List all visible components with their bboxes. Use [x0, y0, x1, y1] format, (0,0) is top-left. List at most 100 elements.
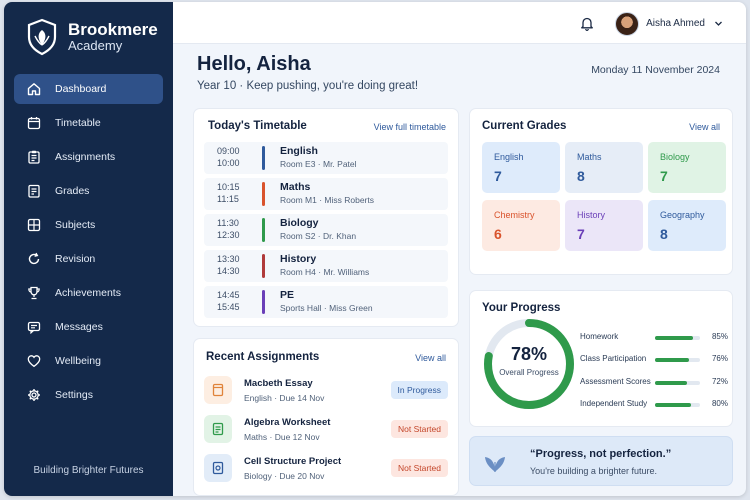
- grade-tile[interactable]: Chemistry 6: [482, 200, 560, 251]
- progress-value: 76%: [711, 354, 728, 363]
- card-title: Current Grades: [482, 120, 567, 132]
- timetable-row[interactable]: 13:30 14:30 History Room H4 · Mr. Willia…: [204, 250, 448, 282]
- grade-subject: Maths: [577, 152, 602, 162]
- brand[interactable]: Brookmere Academy: [26, 18, 158, 56]
- subject-color-bar: [262, 182, 265, 206]
- brand-name: Brookmere: [68, 19, 158, 39]
- grade-subject: Biology: [660, 152, 690, 162]
- start-time: 14:45: [217, 290, 240, 300]
- heart-icon: [27, 355, 41, 368]
- progress-track: [655, 358, 700, 362]
- list-item[interactable]: Macbeth Essay English · Due 14 Nov In Pr…: [204, 373, 448, 407]
- quote-subtext: You're building a brighter future.: [530, 466, 657, 476]
- page-subtitle: Year 10 · Keep pushing, you're doing gre…: [197, 80, 419, 92]
- subject-name: History: [280, 253, 317, 265]
- timetable-row[interactable]: 14:45 15:45 PE Sports Hall · Miss Green: [204, 286, 448, 318]
- view-all-grades-link[interactable]: View all: [689, 122, 720, 132]
- progress-track: [655, 336, 700, 340]
- timetable-row[interactable]: 11:30 12:30 Biology Room S2 · Dr. Khan: [204, 214, 448, 246]
- overall-progress-value: 78%: [510, 344, 548, 364]
- grade-tile[interactable]: Maths 8: [565, 142, 643, 193]
- room-teacher: Room H4 · Mr. Williams: [280, 267, 370, 277]
- subjects-icon: [27, 218, 41, 232]
- notification-bell-icon[interactable]: [580, 16, 594, 31]
- sidebar-item-assignments[interactable]: Assignments: [14, 142, 163, 172]
- subject-name: English: [280, 145, 318, 157]
- progress-label: Class Participation: [580, 354, 647, 363]
- view-all-assignments-link[interactable]: View all: [415, 353, 446, 363]
- assignment-title: Algebra Worksheet: [244, 417, 331, 428]
- leaf-icon: [485, 457, 505, 472]
- end-time: 12:30: [217, 230, 240, 240]
- sidebar-item-messages[interactable]: Messages: [14, 312, 163, 342]
- subject-name: PE: [280, 289, 295, 301]
- sidebar-item-subjects[interactable]: Subjects: [14, 210, 163, 240]
- grade-tile[interactable]: English 7: [482, 142, 560, 193]
- room-teacher: Room M1 · Miss Roberts: [280, 195, 374, 205]
- subject-color-bar: [262, 146, 265, 170]
- sidebar-item-label: Dashboard: [55, 83, 107, 95]
- sidebar-item-timetable[interactable]: Timetable: [14, 108, 163, 138]
- shield-logo-icon: [27, 18, 57, 56]
- motivation-quote: “Progress, not perfection.” You're build…: [469, 436, 733, 486]
- quote-text: “Progress, not perfection.”: [530, 448, 672, 460]
- grade-tile[interactable]: Geography 8: [648, 200, 726, 251]
- sidebar-item-settings[interactable]: Settings: [14, 380, 163, 410]
- status-badge: Not Started: [391, 420, 448, 438]
- subject-color-bar: [262, 290, 265, 314]
- avatar[interactable]: [615, 12, 639, 36]
- room-teacher: Room S2 · Dr. Khan: [280, 231, 357, 241]
- subject-name: Maths: [280, 181, 311, 193]
- sidebar-item-grades[interactable]: Grades: [14, 176, 163, 206]
- grade-value: 7: [494, 168, 502, 184]
- view-full-timetable-link[interactable]: View full timetable: [373, 122, 446, 132]
- progress-card: Your Progress 78% Overall Progress Homew…: [469, 290, 733, 427]
- sidebar-item-label: Settings: [55, 389, 93, 401]
- grade-subject: History: [577, 210, 606, 220]
- end-time: 10:00: [217, 158, 240, 168]
- progress-fill: [655, 358, 690, 362]
- grade-tile[interactable]: History 7: [565, 200, 643, 251]
- end-time: 15:45: [217, 302, 240, 312]
- sidebar-item-dashboard[interactable]: Dashboard: [14, 74, 163, 104]
- sidebar-nav: Dashboard Timetable Assignments Grades S…: [14, 74, 163, 414]
- sidebar-item-label: Subjects: [55, 219, 96, 231]
- assignment-title: Macbeth Essay: [244, 378, 313, 389]
- card-title: Recent Assignments: [206, 351, 320, 363]
- clipboard-icon: [28, 150, 40, 164]
- progress-track: [655, 403, 700, 407]
- refresh-icon: [28, 252, 40, 265]
- progress-value: 72%: [711, 377, 728, 386]
- subject-color-bar: [262, 218, 265, 242]
- list-item[interactable]: Cell Structure Project Biology · Due 20 …: [204, 451, 448, 485]
- progress-track: [655, 381, 700, 385]
- grade-value: 6: [494, 226, 502, 242]
- grade-tile[interactable]: Biology 7: [648, 142, 726, 193]
- assignment-meta: Biology · Due 20 Nov: [244, 471, 325, 481]
- progress-label: Independent Study: [580, 399, 648, 408]
- sidebar-item-label: Revision: [55, 253, 96, 265]
- overall-progress-ring: 78% Overall Progress: [480, 315, 578, 413]
- project-icon: [204, 454, 232, 482]
- chevron-down-icon[interactable]: [714, 19, 723, 28]
- status-badge: In Progress: [390, 381, 448, 399]
- assignments-card: Recent Assignments View all Macbeth Essa…: [193, 338, 459, 496]
- sidebar-item-label: Messages: [55, 321, 103, 333]
- start-time: 13:30: [217, 254, 240, 264]
- sidebar-item-revision[interactable]: Revision: [14, 244, 163, 274]
- timetable-row[interactable]: 10:15 11:15 Maths Room M1 · Miss Roberts: [204, 178, 448, 210]
- timetable-row[interactable]: 09:00 10:00 English Room E3 · Mr. Patel: [204, 142, 448, 174]
- sidebar-item-label: Timetable: [55, 117, 101, 129]
- grade-value: 7: [577, 226, 585, 242]
- user-name[interactable]: Aisha Ahmed: [646, 18, 705, 29]
- status-badge: Not Started: [391, 459, 448, 477]
- progress-row: Homework 85%: [580, 331, 728, 345]
- sidebar-item-label: Achievements: [55, 287, 121, 299]
- grade-value: 8: [660, 226, 668, 242]
- sidebar-item-wellbeing[interactable]: Wellbeing: [14, 346, 163, 376]
- sidebar-item-achievements[interactable]: Achievements: [14, 278, 163, 308]
- page-title: Hello, Aisha: [197, 53, 311, 75]
- home-icon: [27, 83, 41, 96]
- list-item[interactable]: Algebra Worksheet Maths · Due 12 Nov Not…: [204, 412, 448, 446]
- top-bar: Aisha Ahmed: [173, 2, 746, 44]
